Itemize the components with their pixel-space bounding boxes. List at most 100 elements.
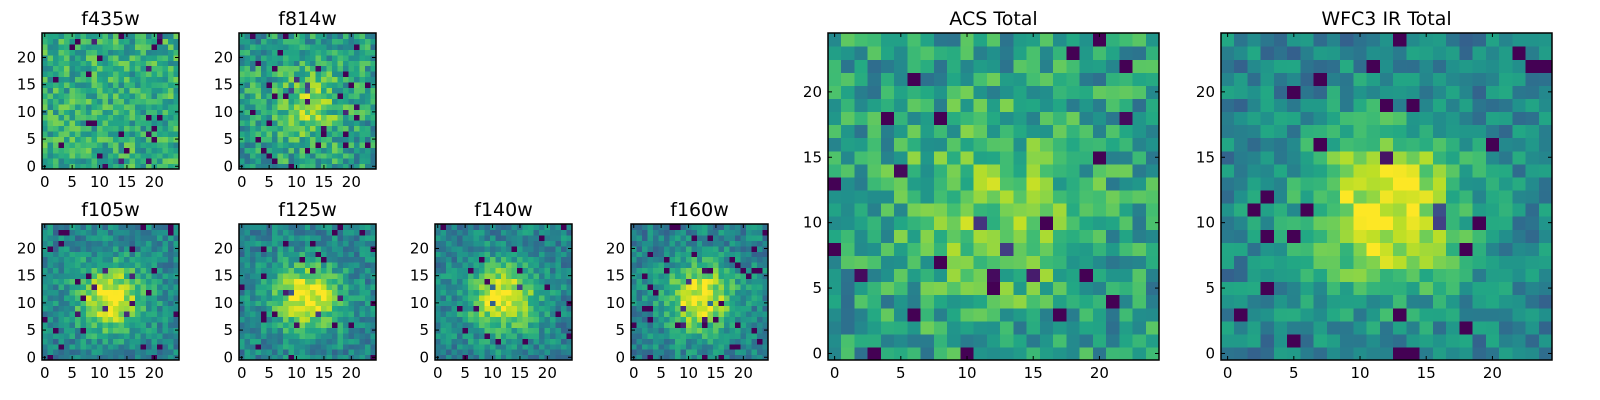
heatmap-cell	[1459, 255, 1474, 270]
heatmap-cell	[1039, 333, 1054, 348]
heatmap-cell	[337, 152, 344, 159]
heatmap-cell	[299, 76, 306, 83]
heatmap-cell	[1538, 346, 1553, 361]
heatmap-cell	[304, 76, 311, 83]
heatmap-cell	[58, 224, 65, 231]
heatmap-cell	[973, 203, 988, 217]
heatmap-cell	[157, 65, 164, 72]
heatmap-cell	[451, 311, 458, 318]
heatmap-cell	[517, 316, 524, 323]
heatmap-cell	[680, 343, 687, 350]
heatmap-cell	[1221, 294, 1235, 309]
heatmap-cell	[107, 256, 114, 263]
heatmap-cell	[244, 349, 251, 356]
heatmap-cell	[506, 234, 513, 241]
heatmap-cell	[1026, 203, 1041, 217]
heatmap-cell	[168, 332, 175, 339]
heatmap-cell	[550, 349, 557, 356]
heatmap-cell	[751, 316, 758, 323]
heatmap-cell	[63, 54, 70, 61]
heatmap-cell	[304, 54, 311, 61]
heatmap-cell	[173, 283, 180, 290]
heatmap-cell	[135, 136, 142, 143]
heatmap-cell	[288, 240, 295, 247]
heatmap-cell	[1092, 111, 1107, 126]
heatmap-cell	[63, 38, 70, 45]
heatmap-cell	[451, 224, 458, 231]
heatmap-cell	[1013, 229, 1028, 243]
heatmap-cell	[113, 354, 120, 361]
heatmap-cell	[828, 255, 842, 270]
heatmap-cell	[1340, 229, 1354, 243]
heatmap-cell	[440, 245, 447, 252]
heatmap-cell	[762, 278, 769, 285]
heatmap-cell	[1499, 203, 1513, 217]
heatmap-cell	[702, 240, 709, 247]
heatmap-cell	[151, 294, 158, 301]
heatmap-cell	[58, 316, 65, 323]
heatmap-cell	[249, 294, 257, 301]
x-tick-label: 15	[510, 364, 529, 382]
heatmap-cell	[69, 272, 76, 279]
heatmap-cell	[80, 278, 87, 285]
heatmap-cell	[354, 33, 361, 40]
heatmap-cell	[348, 234, 355, 241]
heatmap-cell	[1039, 176, 1054, 191]
heatmap-cell	[74, 49, 81, 56]
heatmap-cell	[288, 98, 295, 105]
heatmap-cell	[173, 158, 180, 165]
heatmap-cell	[162, 338, 169, 345]
heatmap-cell	[47, 158, 54, 165]
heatmap-cell	[315, 240, 322, 247]
heatmap-cell	[69, 267, 76, 274]
heatmap-cell	[315, 152, 322, 159]
heatmap-cell	[451, 272, 458, 279]
heatmap-cell	[162, 43, 169, 50]
heatmap-cell	[1092, 46, 1107, 60]
heatmap-cell	[124, 125, 131, 132]
heatmap-cell	[266, 300, 273, 307]
heatmap-cell	[102, 92, 109, 99]
heatmap-cell	[544, 349, 551, 356]
heatmap-cell	[299, 327, 306, 334]
heatmap-cell	[1300, 176, 1315, 191]
heatmap-cell	[1092, 124, 1107, 139]
heatmap-cell	[52, 354, 60, 361]
heatmap-cell	[713, 327, 720, 334]
heatmap-cell	[85, 81, 92, 88]
heatmap-cell	[337, 305, 344, 312]
heatmap-cell	[511, 267, 518, 274]
heatmap-cell	[304, 81, 311, 88]
heatmap-cell	[1247, 150, 1262, 165]
heatmap-cell	[118, 114, 125, 121]
heatmap-cell	[986, 176, 1001, 191]
heatmap-cell	[157, 54, 164, 61]
heatmap-cell	[151, 87, 158, 94]
heatmap-cell	[1053, 294, 1067, 309]
heatmap-cell	[511, 245, 518, 252]
heatmap-cell	[674, 332, 681, 339]
heatmap-cell	[146, 103, 153, 110]
heatmap-cell	[107, 92, 114, 99]
heatmap-cell	[326, 87, 333, 94]
heatmap-cell	[63, 87, 70, 94]
heatmap-cell	[359, 43, 366, 50]
heatmap-cell	[255, 311, 262, 318]
heatmap-cell	[1053, 124, 1067, 139]
heatmap-cell	[326, 349, 333, 356]
heatmap-cell	[947, 294, 961, 309]
heatmap-cell	[168, 87, 175, 94]
heatmap-cell	[271, 305, 278, 312]
heatmap-cell	[1340, 294, 1354, 309]
heatmap-cell	[244, 278, 251, 285]
heatmap-cell	[359, 311, 366, 318]
heatmap-cell	[1366, 281, 1381, 296]
heatmap-cell	[451, 256, 458, 263]
heatmap-cell	[282, 294, 289, 301]
heatmap-cell	[517, 294, 524, 301]
heatmap-cell	[506, 245, 513, 252]
heatmap-cell	[473, 256, 480, 263]
heatmap-cell	[1446, 189, 1460, 204]
heatmap-cell	[539, 294, 546, 301]
